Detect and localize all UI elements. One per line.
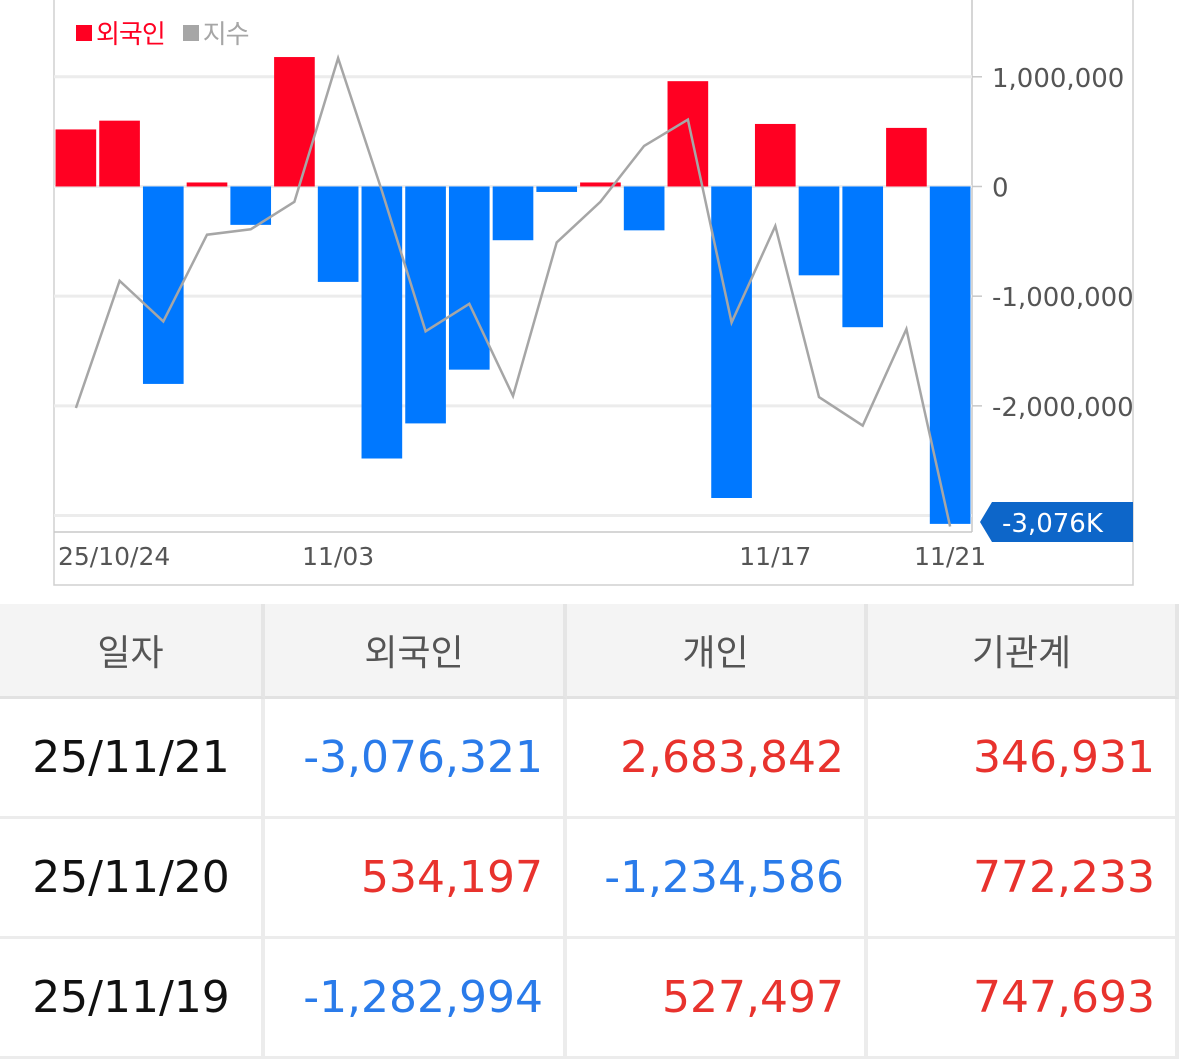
bar-foreigner: [492, 186, 534, 241]
bar-foreigner: [317, 186, 359, 282]
chart-svg: 1,000,000 0 -1,000,000 -2,000,000 25/10/24 11…: [53, 0, 1134, 586]
bar-foreigner: [274, 57, 315, 187]
cell-institution: 346,931: [868, 699, 1179, 819]
bar-foreigner: [754, 123, 796, 187]
table-row[interactable]: 25/11/21 -3,076,321 2,683,842 346,931: [0, 699, 1179, 819]
table-body: 25/11/21 -3,076,321 2,683,842 346,931 25/11/…: [0, 699, 1179, 1059]
x-tick-label: 11/17: [739, 542, 811, 571]
index-line: [74, 53, 952, 527]
bar-foreigner: [929, 186, 971, 524]
bar-foreigner: [186, 182, 228, 187]
cell-individual: 527,497: [567, 939, 868, 1059]
table-row[interactable]: 25/11/20 534,197 -1,234,586 772,233: [0, 819, 1179, 939]
table-row[interactable]: 25/11/19 -1,282,994 527,497 747,693: [0, 939, 1179, 1059]
x-tick-label: 11/21: [914, 542, 986, 571]
bar-foreigner: [842, 186, 884, 328]
bar-foreigner: [361, 186, 403, 459]
cell-foreigner: -1,282,994: [265, 939, 567, 1059]
x-tick-label: 25/10/24: [58, 542, 170, 571]
legend-index-label: 지수: [202, 20, 250, 50]
legend-index-swatch: [182, 24, 199, 41]
header-foreigner: 외국인: [265, 604, 567, 699]
bar-foreigner: [886, 127, 927, 187]
y-tick-label: -1,000,000: [992, 283, 1134, 313]
cell-date: 25/11/20: [0, 819, 265, 939]
y-tick-label: 1,000,000: [992, 64, 1124, 94]
y-tick-label: -2,000,000: [992, 393, 1134, 423]
cell-individual: 2,683,842: [567, 699, 868, 819]
investor-chart: 1,000,000 0 -1,000,000 -2,000,000 25/10/24 11…: [53, 0, 1134, 586]
investor-table: 일자 외국인 개인 기관계 25/11/21 -3,076,321 2,683,84…: [0, 604, 1179, 1059]
cell-date: 25/11/21: [0, 699, 265, 819]
header-individual: 개인: [567, 604, 868, 699]
legend-foreigner: 외국인: [76, 14, 166, 51]
bar-foreigner: [798, 186, 840, 276]
legend-foreigner-swatch: [76, 24, 92, 41]
legend-foreigner-label: 외국인: [96, 20, 166, 50]
bar-foreigner: [448, 186, 490, 370]
header-institution: 기관계: [868, 604, 1179, 699]
bar-foreigner: [711, 186, 752, 498]
cell-institution: 747,693: [868, 939, 1179, 1059]
cell-foreigner: -3,076,321: [265, 699, 567, 819]
cell-individual: -1,234,586: [567, 819, 868, 939]
y-tick-label: 0: [992, 173, 1009, 203]
cell-date: 25/11/19: [0, 939, 265, 1059]
bar-foreigner: [623, 186, 665, 231]
bar-foreigner: [230, 186, 272, 225]
chart-legend: 외국인 지수: [76, 14, 250, 51]
x-tick-label: 11/03: [302, 542, 374, 571]
bar-foreigner: [405, 186, 446, 424]
table-header-row: 일자 외국인 개인 기관계: [0, 604, 1179, 699]
bar-foreigner: [99, 120, 140, 187]
header-date: 일자: [0, 604, 265, 699]
cell-foreigner: 534,197: [265, 819, 567, 939]
legend-index: 지수: [182, 14, 250, 51]
bar-foreigner: [55, 129, 97, 187]
bar-foreigner: [580, 182, 621, 187]
bar-foreigner: [142, 186, 184, 384]
cell-institution: 772,233: [868, 819, 1179, 939]
bar-foreigner: [667, 81, 709, 187]
last-value-label: -3,076K: [1002, 509, 1104, 539]
bar-foreigner: [536, 186, 578, 192]
chart-frame: [53, 0, 1134, 586]
last-value-callout: [980, 502, 1133, 542]
